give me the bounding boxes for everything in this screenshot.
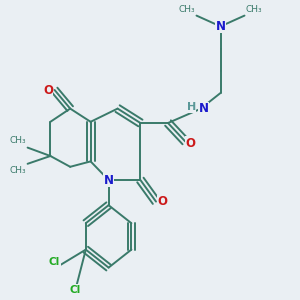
Text: Cl: Cl <box>49 256 60 267</box>
Text: CH₃: CH₃ <box>9 166 26 175</box>
Text: CH₃: CH₃ <box>246 5 262 14</box>
Text: N: N <box>215 20 226 33</box>
Text: O: O <box>186 136 196 150</box>
Text: O: O <box>158 195 168 208</box>
Text: CH₃: CH₃ <box>9 136 26 145</box>
Text: Cl: Cl <box>69 285 80 295</box>
Text: O: O <box>43 83 53 97</box>
Text: N: N <box>103 173 114 187</box>
Text: CH₃: CH₃ <box>178 5 195 14</box>
Text: H: H <box>187 102 196 112</box>
Text: N: N <box>198 102 208 116</box>
